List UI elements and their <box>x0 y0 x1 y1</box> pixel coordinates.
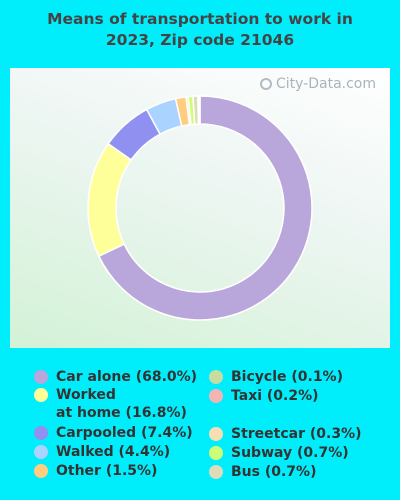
legend-item: Bus (0.7%) <box>209 463 316 481</box>
donut-slice-worked-at-home <box>87 142 133 258</box>
legend-item: Bicycle (0.1%) <box>209 368 343 386</box>
legend-item: Other (1.5%) <box>34 462 157 480</box>
donut-slice-bicycle <box>198 95 201 125</box>
donut-slice-car-alone <box>97 95 313 321</box>
legend-item: Worked at home (16.8%) <box>34 386 187 422</box>
legend-label: Streetcar (0.3%) <box>231 426 362 442</box>
legend-item: Walked (4.4%) <box>34 443 170 461</box>
legend-swatch <box>34 388 48 402</box>
legend-label: Worked at home (16.8%) <box>56 387 187 421</box>
legend-swatch <box>209 370 223 384</box>
legend-swatch <box>34 426 48 440</box>
legend-swatch <box>34 370 48 384</box>
legend-label: Subway (0.7%) <box>231 445 349 461</box>
legend-item: Car alone (68.0%) <box>34 368 197 386</box>
legend-swatch <box>34 464 48 478</box>
chart-title: Means of transportation to work in 2023,… <box>0 9 400 51</box>
legend-label: Car alone (68.0%) <box>56 369 198 385</box>
watermark-text: City-Data.com <box>275 76 376 92</box>
legend-label: Walked (4.4%) <box>56 444 171 460</box>
legend-label: Bus (0.7%) <box>231 464 317 480</box>
legend-swatch <box>209 446 223 460</box>
legend-swatch <box>209 389 223 403</box>
magnifier-icon <box>259 78 272 90</box>
legend-item: Carpooled (7.4%) <box>34 424 193 442</box>
legend-label: Carpooled (7.4%) <box>56 425 193 441</box>
legend-swatch <box>34 445 48 459</box>
legend-label: Taxi (0.2%) <box>231 388 319 404</box>
legend-item: Subway (0.7%) <box>209 444 349 462</box>
chart-title-line-1: Means of transportation to work in <box>47 10 353 28</box>
watermark: City-Data.com <box>259 76 376 92</box>
legend-item: Streetcar (0.3%) <box>209 425 362 443</box>
legend-label: Other (1.5%) <box>56 463 158 479</box>
donut-chart <box>87 95 313 321</box>
legend-item: Taxi (0.2%) <box>209 387 319 405</box>
chart-panel: City-Data.com <box>10 68 390 348</box>
legend-label: Bicycle (0.1%) <box>231 369 343 385</box>
chart-title-line-2: 2023, Zip code 21046 <box>105 31 295 49</box>
legend-swatch <box>209 427 223 441</box>
legend-swatch <box>209 465 223 479</box>
